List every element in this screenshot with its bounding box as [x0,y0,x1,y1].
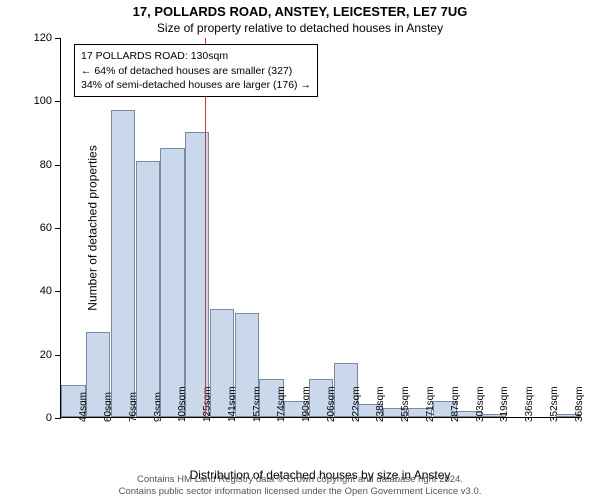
chart-container: 02040608010012044sqm60sqm76sqm93sqm109sq… [60,38,580,418]
histogram-bar [160,148,184,417]
annotation-box: 17 POLLARDS ROAD: 130sqm ← 64% of detach… [74,44,318,97]
y-axis-title: Number of detached properties [86,145,100,310]
chart-title-main: 17, POLLARDS ROAD, ANSTEY, LEICESTER, LE… [0,0,600,19]
y-tick-label: 80 [24,159,52,171]
annotation-line-3: 34% of semi-detached houses are larger (… [81,78,311,92]
histogram-bar [111,110,135,417]
y-tick-label: 20 [24,349,52,361]
y-tick [55,101,61,102]
annotation-line-1: 17 POLLARDS ROAD: 130sqm [81,49,311,63]
y-tick-label: 60 [24,222,52,234]
y-tick [55,355,61,356]
footer-line-1: Contains HM Land Registry data © Crown c… [0,474,600,486]
y-tick-label: 40 [24,285,52,297]
y-tick [55,291,61,292]
y-tick [55,418,61,419]
y-tick [55,165,61,166]
footer-attribution: Contains HM Land Registry data © Crown c… [0,474,600,498]
histogram-bar [136,161,160,418]
x-tick-label: 319sqm [499,386,510,422]
x-tick-label: 336sqm [524,386,535,422]
x-tick-label: 368sqm [574,386,585,422]
chart-title-sub: Size of property relative to detached ho… [0,19,600,35]
annotation-line-2: ← 64% of detached houses are smaller (32… [81,64,311,78]
y-tick [55,38,61,39]
y-tick-label: 120 [24,32,52,44]
y-tick-label: 0 [24,412,52,424]
footer-line-2: Contains public sector information licen… [0,486,600,498]
y-tick [55,228,61,229]
y-tick-label: 100 [24,95,52,107]
